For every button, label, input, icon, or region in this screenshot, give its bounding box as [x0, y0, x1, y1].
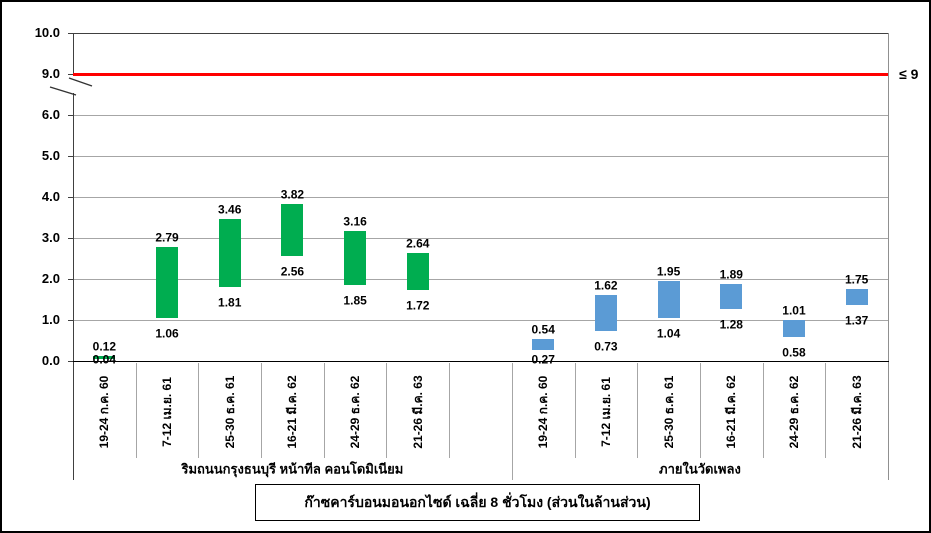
slot-separator-4: [323, 363, 325, 458]
y-tick-label-3.0: 3.0: [41, 230, 60, 245]
bar-max-label: 3.82: [280, 187, 305, 202]
y-tick-label-5.0: 5.0: [41, 148, 60, 163]
limit-value-label: ≤ 9: [899, 66, 919, 82]
y-axis-line: [73, 33, 74, 480]
y-axis-tick-5.0: [68, 156, 73, 157]
x-axis-line: [73, 361, 889, 362]
y-axis-tick-2.0: [68, 279, 73, 280]
bar-group1-6: [406, 252, 429, 291]
bar-min-label: 1.04: [656, 326, 681, 341]
gridline-1.0: [73, 320, 888, 321]
y-tick-label-4.0: 4.0: [41, 189, 60, 204]
bar-max-label: 3.16: [343, 214, 367, 229]
bar-max-label: 0.12: [92, 339, 117, 354]
y-axis-tick-6.0: [68, 115, 73, 116]
y-axis-tick-1.0: [68, 320, 73, 321]
category-tick-label: 7-12 เม.ย. 61: [598, 377, 613, 447]
gridline-4.0: [73, 197, 888, 198]
category-tick-label: 16-21 มี.ค. 62: [724, 375, 739, 449]
bar-max-label: 1.95: [656, 264, 681, 279]
y-axis-tick-0.0: [68, 361, 73, 362]
slot-separator-3: [261, 363, 263, 458]
slot-separator-11: [762, 363, 764, 458]
y-axis-tick-10.0: [68, 33, 73, 34]
axis-break-icon: [49, 76, 93, 96]
y-tick-label-2.0: 2.0: [41, 271, 60, 286]
category-tick-label: 24-29 ธ.ค. 62: [786, 375, 801, 449]
category-tick-label: 21-26 มี.ค. 63: [849, 375, 864, 449]
category-tick-label: 19-24 ก.ค. 60: [97, 375, 112, 449]
y-axis-tick-4.0: [68, 197, 73, 198]
limit-line: [73, 73, 888, 76]
category-tick-label: 25-30 ธ.ค. 61: [661, 375, 676, 449]
bar-min-label: 0.58: [782, 345, 806, 360]
bar-max-label: 0.54: [531, 322, 555, 337]
bar-group1-5: [344, 231, 367, 286]
bar-min-label: 1.85: [343, 293, 367, 308]
category-tick-label: 21-26 มี.ค. 63: [410, 375, 425, 449]
bar-max-label: 3.46: [218, 202, 242, 217]
chart-title-box: ก๊าซคาร์บอนมอนอกไซด์ เฉลี่ย 8 ชั่วโมง (ส…: [255, 484, 700, 521]
slot-separator-1: [135, 363, 137, 458]
bar-min-label: 0.73: [594, 339, 618, 354]
category-tick-label: 16-21 มี.ค. 62: [285, 375, 300, 449]
bar-min-label: 1.37: [844, 313, 869, 328]
bar-group2-2: [594, 294, 617, 332]
category-tick-label: 19-24 ก.ค. 60: [536, 375, 551, 449]
bar-group1-1: [93, 356, 116, 360]
group-label-1: ริมถนนกรุงธนบุรี หน้าทีล คอนโดมิเนียม: [181, 461, 404, 477]
bar-max-label: 1.01: [782, 303, 806, 318]
gridline-5.0: [73, 156, 888, 157]
bar-max-label: 2.64: [406, 236, 430, 251]
bar-group2-6: [845, 289, 868, 305]
bar-max-label: 1.75: [844, 272, 869, 287]
bar-min-label: 0.04: [92, 352, 117, 367]
bar-group2-4: [720, 283, 743, 309]
chart-title: ก๊าซคาร์บอนมอนอกไซด์ เฉลี่ย 8 ชั่วโมง (ส…: [304, 493, 651, 510]
bar-min-label: 1.81: [218, 295, 242, 310]
y-axis-tick-9.0: [68, 74, 73, 75]
bar-min-label: 1.28: [719, 317, 743, 332]
bar-group1-2: [156, 246, 179, 318]
bar-max-label: 2.79: [155, 230, 179, 245]
slot-separator-12: [825, 363, 827, 458]
category-tick-label: 7-12 เม.ย. 61: [160, 377, 175, 447]
gridline-6.0: [73, 115, 888, 116]
y-axis-tick-3.0: [68, 238, 73, 239]
plot-right-border: [888, 33, 889, 480]
bar-max-label: 1.62: [594, 278, 618, 293]
bar-group2-3: [657, 281, 680, 319]
y-tick-label-10.0: 10.0: [34, 25, 60, 40]
bar-min-label: 0.27: [531, 352, 555, 367]
slot-separator-6: [449, 363, 451, 458]
bar-max-label: 1.89: [719, 267, 743, 281]
slot-separator-9: [637, 363, 639, 458]
slot-separator-5: [386, 363, 388, 458]
bar-group1-3: [218, 219, 241, 287]
bar-min-label: 2.56: [280, 264, 305, 279]
y-tick-label-9.0: 9.0: [41, 66, 60, 81]
group-divider: [511, 363, 513, 480]
gridline-3.0: [73, 238, 888, 239]
bar-min-label: 1.06: [155, 326, 179, 341]
bar-min-label: 1.72: [406, 298, 430, 313]
plot-top-border: [73, 33, 888, 34]
category-tick-label: 24-29 ธ.ค. 62: [348, 375, 363, 449]
slot-separator-8: [574, 363, 576, 458]
category-tick-label: 25-30 ธ.ค. 61: [222, 375, 237, 449]
y-tick-label-1.0: 1.0: [41, 312, 60, 327]
bar-group1-4: [281, 204, 304, 257]
bar-group2-5: [782, 319, 805, 338]
slot-separator-2: [198, 363, 200, 458]
group-label-2: ภายในวัดเพลง: [659, 461, 741, 477]
y-tick-label-6.0: 6.0: [41, 107, 60, 122]
slot-separator-10: [699, 363, 701, 458]
y-tick-label-0.0: 0.0: [41, 353, 60, 368]
gridline-2.0: [73, 279, 888, 280]
bar-group2-1: [532, 338, 555, 350]
